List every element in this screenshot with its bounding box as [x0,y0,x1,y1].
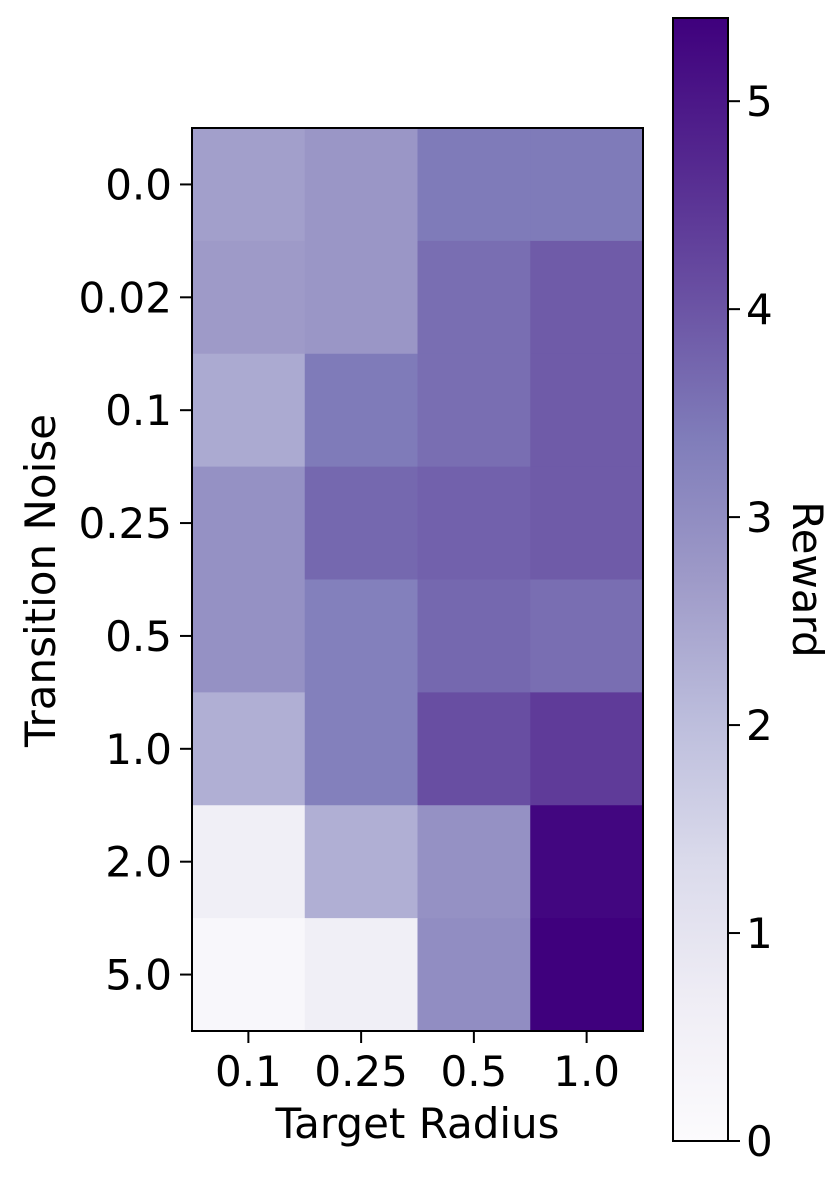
heatmap-cell [304,579,418,693]
heatmap-cell [417,805,531,919]
heatmap-cell [417,918,531,1032]
x-tick-label: 1.0 [553,1047,620,1096]
colorbar-tick-label: 0 [746,1117,773,1166]
heatmap-cell [530,805,644,919]
heatmap-cell [192,579,306,693]
plot-frame [191,127,644,1032]
heatmap-cell [192,918,306,1032]
x-tick-label: 0.1 [215,1047,282,1096]
heatmap-cell [192,692,306,806]
y-tick-label: 5.0 [105,951,172,1000]
heatmap-cell [192,466,306,580]
heatmap-cell [192,805,306,919]
heatmap-cell [304,240,418,355]
colorbar-tick-label: 4 [746,285,773,334]
heatmap-cell [304,692,418,806]
x-tick-label: 0.5 [440,1047,507,1096]
heatmap-cell [417,353,531,468]
heatmap-cell [417,240,531,355]
heatmap-cell [192,353,306,468]
colorbar-tick-label: 3 [746,493,773,542]
heatmap-cell [417,692,531,806]
heatmap-cell [304,466,418,580]
heatmap-cell [530,240,644,355]
heatmap-cell [417,128,531,242]
colorbar-label: Reward [783,501,831,657]
colorbar-ticks: 0 1 2 3 4 5 [728,77,773,1166]
heatmap-cell [192,128,306,242]
y-axis-label: Transition Noise [16,414,65,748]
heatmap-cell [304,353,418,468]
colorbar [672,17,729,1142]
y-tick-label: 0.5 [105,612,172,661]
heatmap-cell [304,128,418,242]
heatmap-cell [192,240,306,355]
heatmap-cell [304,918,418,1032]
x-axis-ticks: 0.1 0.25 0.5 1.0 [215,1031,620,1096]
heatmap-cell [530,128,644,242]
y-tick-label: 0.25 [78,499,172,548]
y-tick-label: 0.02 [78,273,172,322]
y-tick-label: 2.0 [105,838,172,887]
heatmap-cell [530,466,644,580]
colorbar-tick-label: 2 [746,701,773,750]
heatmap-cell [530,918,644,1032]
heatmap-cell [417,579,531,693]
heatmap-cell [530,579,644,693]
colorbar-tick-label: 1 [746,909,773,958]
y-tick-label: 0.1 [105,386,172,435]
heatmap-cell [417,466,531,580]
heatmap-cell [304,805,418,919]
heatmap-cell [530,692,644,806]
heatmap-cell [530,353,644,468]
x-axis-label: Target Radius [274,1099,559,1148]
y-axis-ticks: 0.0 0.02 0.1 0.25 0.5 1.0 2.0 5.0 [78,160,192,1000]
x-tick-label: 0.25 [314,1047,408,1096]
colorbar-tick-label: 5 [746,77,773,126]
heatmap-cells [192,128,644,1032]
y-tick-label: 1.0 [105,725,172,774]
y-tick-label: 0.0 [105,160,172,209]
